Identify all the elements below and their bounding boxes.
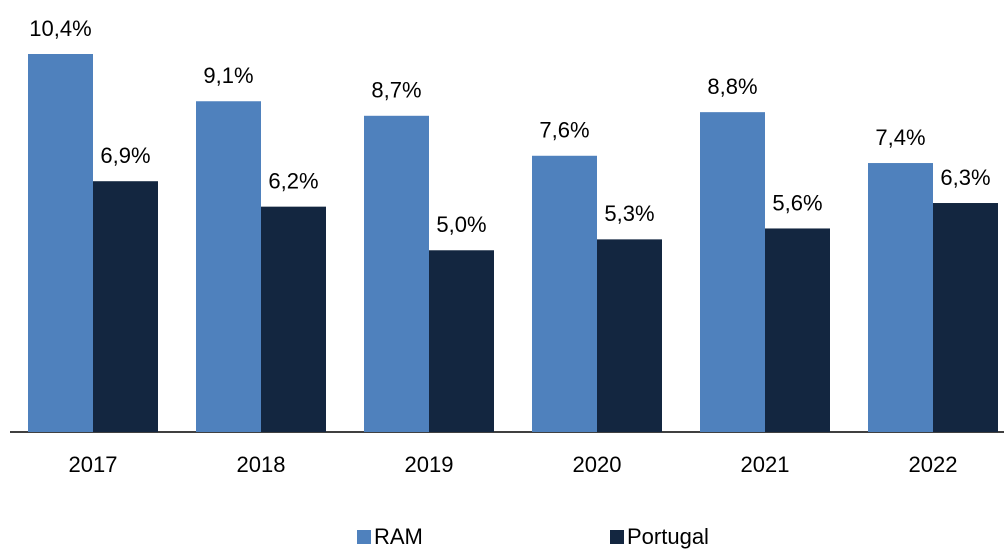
legend-label: RAM <box>374 524 423 549</box>
value-label: 5,0% <box>436 212 486 237</box>
value-label: 5,3% <box>604 201 654 226</box>
bar <box>429 250 494 432</box>
value-label: 10,4% <box>29 16 91 41</box>
legend-label: Portugal <box>627 524 709 549</box>
x-tick-label: 2018 <box>237 452 286 477</box>
bar <box>532 155 597 432</box>
x-tick-label: 2022 <box>909 452 958 477</box>
value-label: 6,2% <box>268 168 318 193</box>
bar <box>364 115 429 433</box>
bar <box>196 101 261 432</box>
value-label: 9,1% <box>203 63 253 88</box>
bar <box>868 163 933 433</box>
value-label: 8,8% <box>707 74 757 99</box>
value-label: 7,4% <box>875 125 925 150</box>
bar <box>261 206 326 432</box>
value-label: 5,6% <box>772 190 822 215</box>
bar <box>700 112 765 433</box>
bar <box>765 228 830 432</box>
value-label: 8,7% <box>371 78 421 103</box>
value-label: 6,9% <box>100 143 150 168</box>
legend-swatch <box>610 530 624 544</box>
value-label: 6,3% <box>940 165 990 190</box>
bar <box>597 239 662 432</box>
bar <box>93 181 158 432</box>
x-tick-label: 2019 <box>405 452 454 477</box>
value-label: 7,6% <box>539 118 589 143</box>
x-tick-label: 2021 <box>741 452 790 477</box>
bar <box>933 203 998 432</box>
legend-swatch <box>357 530 371 544</box>
x-tick-label: 2020 <box>573 452 622 477</box>
x-tick-label: 2017 <box>69 452 118 477</box>
bar <box>28 54 93 432</box>
